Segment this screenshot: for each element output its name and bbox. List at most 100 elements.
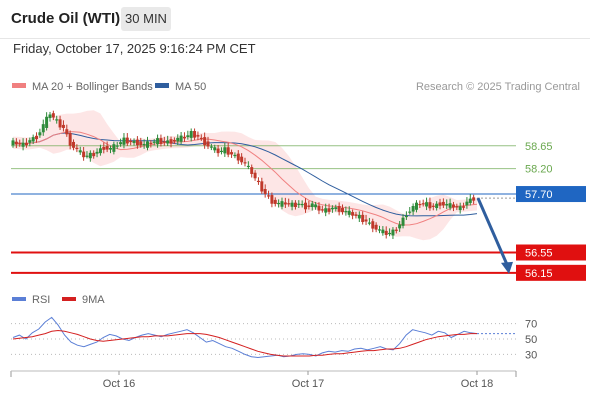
forecast-arrow-shaft xyxy=(476,197,510,268)
candle-body xyxy=(320,209,324,211)
candle-body xyxy=(411,205,415,212)
candle-body xyxy=(58,119,62,128)
candle-body xyxy=(122,137,126,145)
bollinger-band-area xyxy=(13,110,477,241)
candle-body xyxy=(304,202,308,210)
candle-body xyxy=(236,153,240,161)
candle-body xyxy=(445,203,449,206)
rsi-ma-legend-swatch xyxy=(62,297,76,301)
candle-body xyxy=(41,124,45,133)
candlesticks xyxy=(11,110,476,240)
candle-body xyxy=(129,140,133,143)
candle-body xyxy=(435,203,439,209)
timeframe-badge[interactable]: 30 MIN xyxy=(121,7,171,31)
x-tick-label: Oct 17 xyxy=(292,378,324,390)
candle-body xyxy=(293,202,297,208)
candle-body xyxy=(246,165,250,168)
candle-body xyxy=(472,197,476,201)
candle-body xyxy=(243,162,247,164)
level-label-58.65: 58.65 xyxy=(525,141,553,153)
candle-body xyxy=(287,203,291,205)
candle-body xyxy=(334,207,338,210)
candle-body xyxy=(384,230,388,235)
candle-body xyxy=(300,203,304,206)
rsi-tick-70: 70 xyxy=(525,319,537,331)
candle-body xyxy=(381,229,385,234)
candle-body xyxy=(458,206,462,211)
x-axis-ticks: Oct 16 Oct 17 Oct 18 xyxy=(103,371,493,390)
ma20-legend-label: MA 20 + Bollinger Bands xyxy=(32,81,153,93)
candle-body xyxy=(35,135,39,140)
candle-body xyxy=(448,203,452,208)
candle-body xyxy=(196,135,200,137)
candle-body xyxy=(240,156,244,163)
forecast-arrow-head xyxy=(501,261,513,274)
candle-body xyxy=(421,203,425,205)
level-tag-label-56.55: 56.55 xyxy=(525,248,553,260)
research-credit: Research © 2025 Trading Central xyxy=(416,81,580,93)
level-tag-label-57.70: 57.70 xyxy=(525,189,553,201)
candle-body xyxy=(250,167,254,174)
candle-body xyxy=(418,203,422,206)
candle-body xyxy=(203,137,207,146)
candle-body xyxy=(125,137,129,144)
candle-body xyxy=(21,142,25,147)
candle-body xyxy=(394,229,398,231)
x-tick-label: Oct 18 xyxy=(461,378,493,390)
candle-body xyxy=(441,201,445,206)
candle-body xyxy=(28,140,32,143)
candle-body xyxy=(455,206,459,208)
candle-body xyxy=(112,144,116,152)
candle-body xyxy=(468,198,472,203)
candle-body xyxy=(388,232,392,235)
ma50-line xyxy=(12,132,478,217)
ma50-legend-swatch xyxy=(155,83,169,88)
candle-body xyxy=(209,146,213,148)
candle-body xyxy=(189,131,193,138)
candle-body xyxy=(314,204,318,208)
candle-body xyxy=(166,140,170,144)
candle-body xyxy=(182,136,186,139)
candle-body xyxy=(462,206,466,208)
candle-body xyxy=(367,222,371,224)
candle-body xyxy=(364,219,368,222)
x-tick-label: Oct 16 xyxy=(103,378,135,390)
level-label-58.20: 58.20 xyxy=(525,164,553,176)
candle-body xyxy=(78,150,82,153)
candle-body xyxy=(92,152,96,157)
candle-body xyxy=(51,113,55,118)
candle-body xyxy=(48,114,52,119)
candle-body xyxy=(337,205,341,212)
candle-body xyxy=(135,139,139,146)
candle-body xyxy=(283,202,287,205)
candle-body xyxy=(75,147,79,149)
ma50-legend-label: MA 50 xyxy=(175,81,206,93)
bollinger-bands xyxy=(13,110,477,241)
candle-body xyxy=(371,221,375,229)
rsi-ma-line xyxy=(12,329,477,357)
candle-body xyxy=(82,151,86,158)
candle-body xyxy=(145,141,149,148)
rsi-legend: RSI 9MA xyxy=(12,294,105,306)
candle-body xyxy=(330,207,334,210)
candle-body xyxy=(273,199,277,204)
candle-body xyxy=(425,202,429,207)
candle-body xyxy=(132,140,136,143)
rsi-legend-label: RSI xyxy=(32,294,50,306)
candle-body xyxy=(431,205,435,207)
candle-body xyxy=(85,155,89,157)
candle-body xyxy=(216,148,220,154)
rsi-legend-swatch xyxy=(12,297,26,301)
candle-body xyxy=(14,141,18,145)
candle-body xyxy=(428,202,432,209)
candle-body xyxy=(290,202,294,207)
candle-body xyxy=(72,141,76,148)
candle-body xyxy=(213,147,217,151)
level-tag-57.70 xyxy=(516,186,586,203)
candle-body xyxy=(260,181,264,192)
candle-body xyxy=(115,145,119,147)
level-tag-label-56.15: 56.15 xyxy=(525,268,553,280)
candle-body xyxy=(176,137,180,142)
rsi-panel: 70 50 30 xyxy=(11,316,537,361)
